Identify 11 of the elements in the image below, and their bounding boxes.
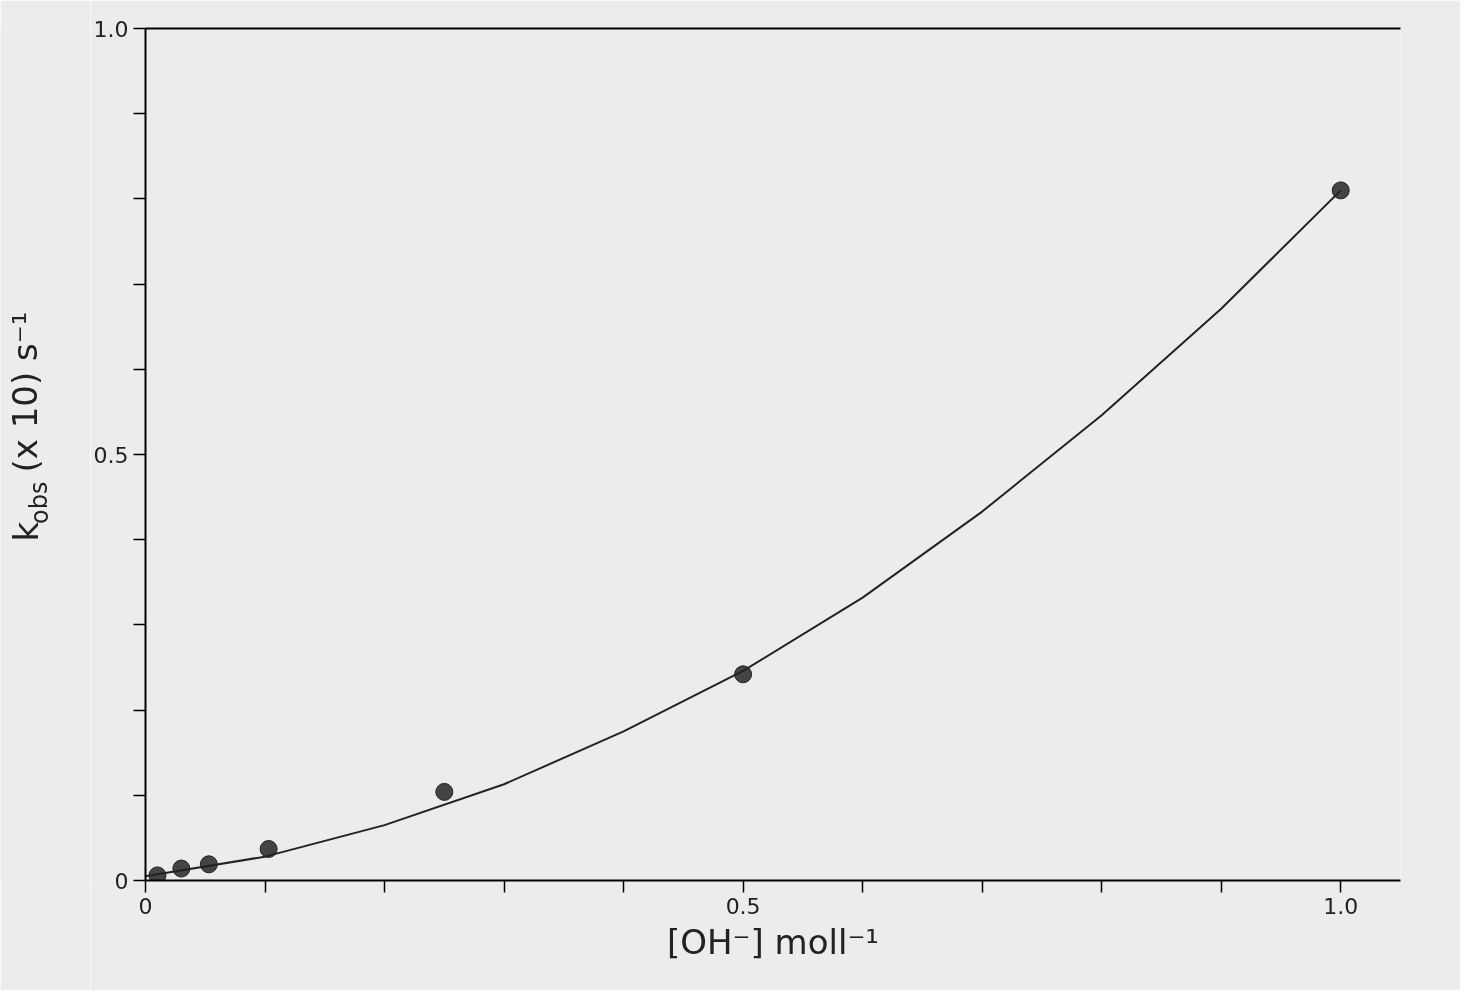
point	[259, 839, 278, 858]
x-axis-title: [OH⁻] moll⁻¹	[667, 921, 880, 962]
y-tick-label: 0.5	[93, 442, 129, 468]
point	[435, 782, 454, 801]
x-tick-label: 0.5	[725, 893, 761, 919]
y-tick-label: 1.0	[93, 16, 129, 42]
point	[1331, 181, 1350, 200]
x-tick-label: 0	[138, 893, 153, 919]
x-tick-label: 1.0	[1323, 893, 1359, 919]
y-tick-label: 0	[114, 868, 129, 894]
y-axis-title: kobs (x 10) s⁻¹	[5, 311, 54, 542]
